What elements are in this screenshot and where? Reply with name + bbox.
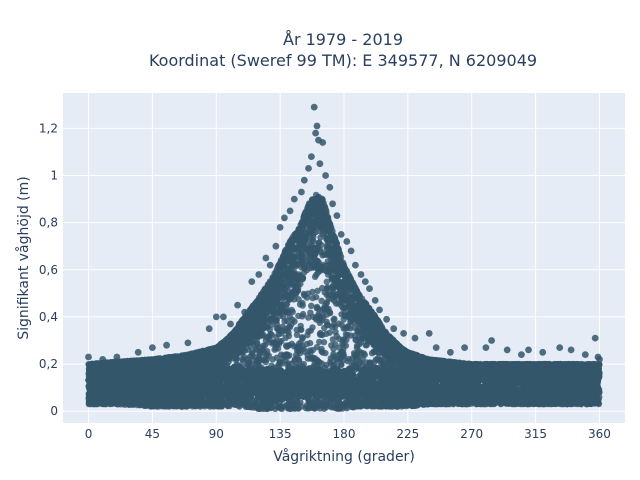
scatter-point	[276, 359, 283, 366]
scatter-point	[308, 302, 315, 309]
scatter-point	[319, 331, 326, 339]
chart-title-line-1: År 1979 - 2019	[283, 30, 403, 49]
scatter-points	[85, 103, 603, 413]
scatter-point	[321, 324, 328, 332]
chart-title-line-2: Koordinat (Sweref 99 TM): E 349577, N 62…	[149, 51, 537, 70]
scatter-point	[320, 339, 328, 346]
scatter-point	[323, 300, 330, 307]
scatter-point	[316, 338, 323, 346]
scatter-point	[293, 331, 301, 338]
scatter-point	[278, 351, 285, 358]
scatter-point	[300, 360, 307, 368]
